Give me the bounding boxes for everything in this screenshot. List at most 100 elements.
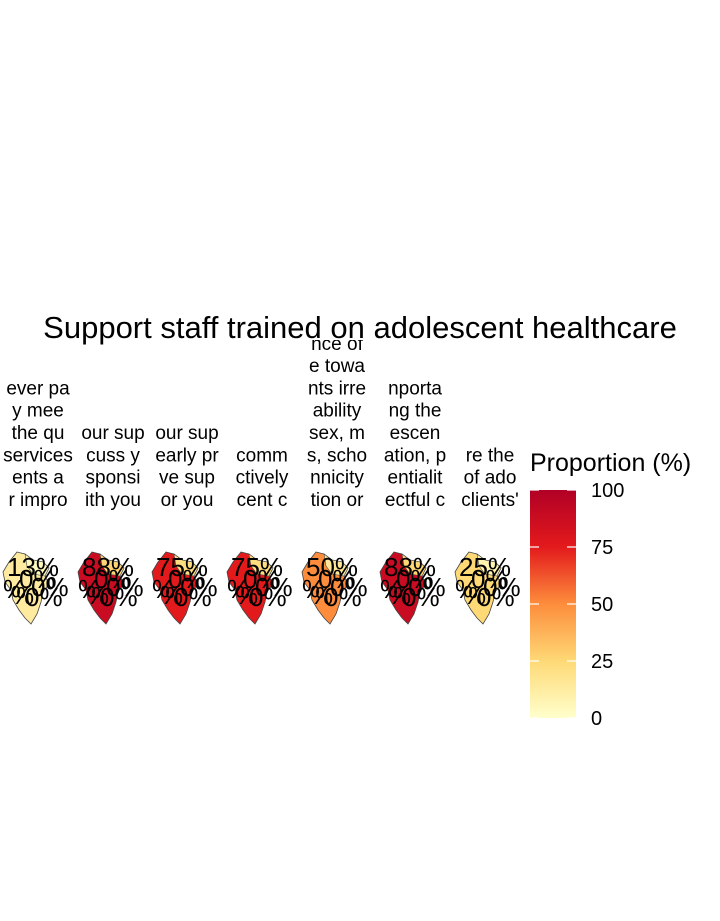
value-label: % xyxy=(86,580,109,610)
region-map-sub xyxy=(24,553,50,577)
value-label: 13% xyxy=(7,552,59,582)
value-label: % xyxy=(11,580,34,610)
value-label: 0% xyxy=(19,564,57,594)
facet-title-line: ctively xyxy=(236,468,289,489)
value-label: 88% xyxy=(384,552,436,582)
value-label: 75% xyxy=(156,552,208,582)
value-label: 0% xyxy=(100,582,138,612)
value-label: % xyxy=(302,574,325,604)
legend-tick-label: 50 xyxy=(591,594,613,616)
value-label: % xyxy=(463,580,486,610)
facet-title-line: ectful c xyxy=(385,490,445,511)
value-label: 0% xyxy=(402,582,440,612)
value-label: 75% xyxy=(231,552,283,582)
value-label: 0% xyxy=(174,582,212,612)
value-label: % xyxy=(455,574,478,604)
facet-title-line: escen xyxy=(390,423,441,444)
value-label: 50% xyxy=(306,552,358,582)
value-label: % xyxy=(78,574,101,604)
facet-title-line: clients' xyxy=(461,490,518,511)
value-label: 0% xyxy=(324,582,362,612)
facet-title-line: cent c xyxy=(237,490,288,511)
value-label: % xyxy=(380,574,403,604)
region-map-sub xyxy=(248,553,274,577)
value-label: 0% xyxy=(396,564,434,594)
facet-title-line: services xyxy=(3,445,73,466)
facet-title-line: entialit xyxy=(388,468,444,489)
region-map-sub xyxy=(401,553,427,577)
facet-title-line: ng the xyxy=(389,401,442,422)
legend-tick-label: 0 xyxy=(591,708,602,730)
facet-title-line: ation, p xyxy=(384,445,446,466)
value-label: 0% xyxy=(106,572,144,602)
facet-title-line: ents a xyxy=(12,468,64,489)
value-label: 0% xyxy=(249,582,287,612)
value-label: 0% xyxy=(255,572,293,602)
legend-tick-label: 25 xyxy=(591,651,613,673)
facet-title-line: the qu xyxy=(12,423,65,444)
chart-title: Support staff trained on adolescent heal… xyxy=(43,310,677,345)
region-map-sub xyxy=(323,553,349,577)
facet-title-line: our sup xyxy=(155,423,218,444)
legend-ticks: 100 75 50 25 0 xyxy=(530,480,624,730)
facet-title-line: nce of xyxy=(311,334,363,355)
value-label: % xyxy=(235,580,258,610)
facet-title-line: ve sup xyxy=(159,468,215,489)
value-label: % xyxy=(388,580,411,610)
facet-title-line: early pr xyxy=(155,445,219,466)
value-label: 0% xyxy=(180,572,218,602)
facet-title-line: our sup xyxy=(81,423,144,444)
value-label: 88% xyxy=(82,552,134,582)
value-label: 0% xyxy=(483,572,521,602)
facet-title-line: re the xyxy=(466,445,515,466)
legend: Proportion (%) 100 75 50 25 0 xyxy=(530,449,691,730)
facet-title-line: nporta xyxy=(388,378,442,399)
facet-title-line: ability xyxy=(313,401,362,422)
facet-title-line: comm xyxy=(236,445,288,466)
facet-title-line: r impro xyxy=(8,490,67,511)
region-map-sub xyxy=(173,553,199,577)
value-label: % xyxy=(152,574,175,604)
value-label: 0% xyxy=(330,572,368,602)
facet-title-line: sponsi xyxy=(86,468,141,489)
region-map-sub xyxy=(476,553,502,577)
value-label: 0% xyxy=(94,564,132,594)
value-label: 0% xyxy=(168,564,206,594)
legend-tick-label: 100 xyxy=(591,480,624,502)
value-label: 0% xyxy=(318,564,356,594)
facet-title-line: ever pa xyxy=(6,378,70,399)
value-label: 0% xyxy=(25,582,63,612)
value-label: 0% xyxy=(243,564,281,594)
facet-title-line: of ado xyxy=(464,468,517,489)
region-map-sub xyxy=(99,553,125,577)
value-label: 0% xyxy=(31,572,69,602)
value-label: 25% xyxy=(459,552,511,582)
value-label: 0% xyxy=(477,582,515,612)
facet-title-line: y mee xyxy=(12,401,64,422)
value-label: % xyxy=(3,574,26,604)
value-label: % xyxy=(160,580,183,610)
facet-title-line: ith you xyxy=(85,490,141,511)
legend-tick-label: 75 xyxy=(591,537,613,559)
value-label: 0% xyxy=(471,564,509,594)
facet-title-line: sex, m xyxy=(309,423,365,444)
facet-title-line: or you xyxy=(161,490,214,511)
facet-title-line: tion or xyxy=(311,490,364,511)
legend-title: Proportion (%) xyxy=(530,449,691,477)
facet-title-line: e towa xyxy=(309,356,365,377)
facet-title-line: nnicity xyxy=(310,468,364,489)
facet-title-line: s, scho xyxy=(307,445,367,466)
facet-title-line: cuss y xyxy=(86,445,140,466)
value-label: 0% xyxy=(408,572,446,602)
value-label: % xyxy=(310,580,333,610)
facet-title-line: nts irre xyxy=(308,378,366,399)
